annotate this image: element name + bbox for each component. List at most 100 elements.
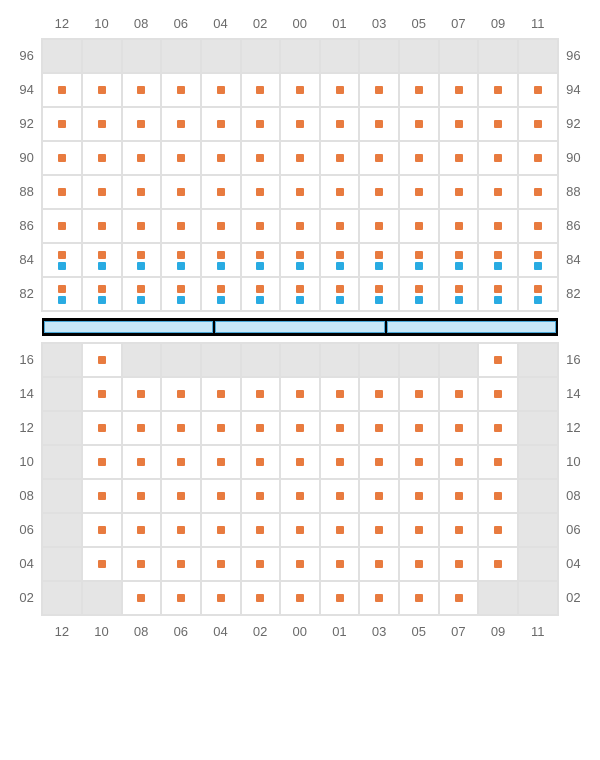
slot-cell[interactable] [478, 277, 518, 311]
slot-cell[interactable] [320, 411, 360, 445]
slot-cell[interactable] [241, 141, 281, 175]
slot-cell[interactable] [359, 277, 399, 311]
slot-cell[interactable] [82, 411, 122, 445]
slot-cell[interactable] [478, 141, 518, 175]
slot-cell[interactable] [280, 141, 320, 175]
slot-cell[interactable] [399, 243, 439, 277]
slot-cell[interactable] [241, 513, 281, 547]
slot-cell[interactable] [439, 277, 479, 311]
slot-cell[interactable] [478, 73, 518, 107]
slot-cell[interactable] [161, 377, 201, 411]
slot-cell[interactable] [241, 277, 281, 311]
slot-cell[interactable] [478, 377, 518, 411]
slot-cell[interactable] [359, 141, 399, 175]
slot-cell[interactable] [82, 377, 122, 411]
slot-cell[interactable] [478, 175, 518, 209]
slot-cell[interactable] [280, 445, 320, 479]
slot-cell[interactable] [320, 107, 360, 141]
slot-cell[interactable] [241, 209, 281, 243]
slot-cell[interactable] [82, 141, 122, 175]
slot-cell[interactable] [241, 581, 281, 615]
slot-cell[interactable] [399, 547, 439, 581]
slot-cell[interactable] [280, 277, 320, 311]
slot-cell[interactable] [399, 209, 439, 243]
slot-cell[interactable] [280, 73, 320, 107]
slot-cell[interactable] [82, 513, 122, 547]
slot-cell[interactable] [478, 547, 518, 581]
slot-cell[interactable] [439, 243, 479, 277]
slot-cell[interactable] [399, 107, 439, 141]
slot-cell[interactable] [280, 411, 320, 445]
slot-cell[interactable] [320, 377, 360, 411]
slot-cell[interactable] [280, 513, 320, 547]
slot-cell[interactable] [320, 581, 360, 615]
slot-cell[interactable] [201, 445, 241, 479]
slot-cell[interactable] [161, 411, 201, 445]
slot-cell[interactable] [161, 141, 201, 175]
slot-cell[interactable] [161, 209, 201, 243]
slot-cell[interactable] [359, 175, 399, 209]
slot-cell[interactable] [439, 141, 479, 175]
slot-cell[interactable] [122, 141, 162, 175]
slot-cell[interactable] [82, 107, 122, 141]
slot-cell[interactable] [518, 243, 558, 277]
slot-cell[interactable] [161, 243, 201, 277]
slot-cell[interactable] [82, 445, 122, 479]
slot-cell[interactable] [161, 581, 201, 615]
slot-cell[interactable] [241, 243, 281, 277]
slot-cell[interactable] [42, 277, 82, 311]
slot-cell[interactable] [201, 107, 241, 141]
slot-cell[interactable] [241, 479, 281, 513]
slot-cell[interactable] [359, 513, 399, 547]
slot-cell[interactable] [359, 377, 399, 411]
slot-cell[interactable] [518, 209, 558, 243]
slot-cell[interactable] [359, 107, 399, 141]
slot-cell[interactable] [478, 445, 518, 479]
slot-cell[interactable] [399, 73, 439, 107]
slot-cell[interactable] [359, 73, 399, 107]
slot-cell[interactable] [478, 209, 518, 243]
slot-cell[interactable] [320, 277, 360, 311]
slot-cell[interactable] [241, 73, 281, 107]
slot-cell[interactable] [359, 581, 399, 615]
slot-cell[interactable] [161, 445, 201, 479]
slot-cell[interactable] [82, 479, 122, 513]
slot-cell[interactable] [320, 209, 360, 243]
slot-cell[interactable] [439, 377, 479, 411]
slot-cell[interactable] [42, 209, 82, 243]
slot-cell[interactable] [82, 209, 122, 243]
slot-cell[interactable] [241, 445, 281, 479]
slot-cell[interactable] [201, 479, 241, 513]
slot-cell[interactable] [280, 175, 320, 209]
slot-cell[interactable] [122, 209, 162, 243]
slot-cell[interactable] [241, 547, 281, 581]
slot-cell[interactable] [399, 581, 439, 615]
slot-cell[interactable] [399, 277, 439, 311]
slot-cell[interactable] [82, 343, 122, 377]
slot-cell[interactable] [122, 445, 162, 479]
slot-cell[interactable] [359, 547, 399, 581]
slot-cell[interactable] [320, 243, 360, 277]
slot-cell[interactable] [439, 513, 479, 547]
slot-cell[interactable] [122, 377, 162, 411]
slot-cell[interactable] [42, 243, 82, 277]
slot-cell[interactable] [439, 209, 479, 243]
slot-cell[interactable] [42, 107, 82, 141]
slot-cell[interactable] [241, 411, 281, 445]
slot-cell[interactable] [439, 107, 479, 141]
slot-cell[interactable] [399, 141, 439, 175]
slot-cell[interactable] [201, 243, 241, 277]
slot-cell[interactable] [161, 175, 201, 209]
slot-cell[interactable] [518, 175, 558, 209]
slot-cell[interactable] [122, 243, 162, 277]
slot-cell[interactable] [399, 411, 439, 445]
slot-cell[interactable] [201, 277, 241, 311]
slot-cell[interactable] [201, 377, 241, 411]
slot-cell[interactable] [201, 581, 241, 615]
slot-cell[interactable] [161, 277, 201, 311]
slot-cell[interactable] [518, 277, 558, 311]
slot-cell[interactable] [122, 175, 162, 209]
slot-cell[interactable] [399, 479, 439, 513]
slot-cell[interactable] [359, 479, 399, 513]
slot-cell[interactable] [122, 479, 162, 513]
